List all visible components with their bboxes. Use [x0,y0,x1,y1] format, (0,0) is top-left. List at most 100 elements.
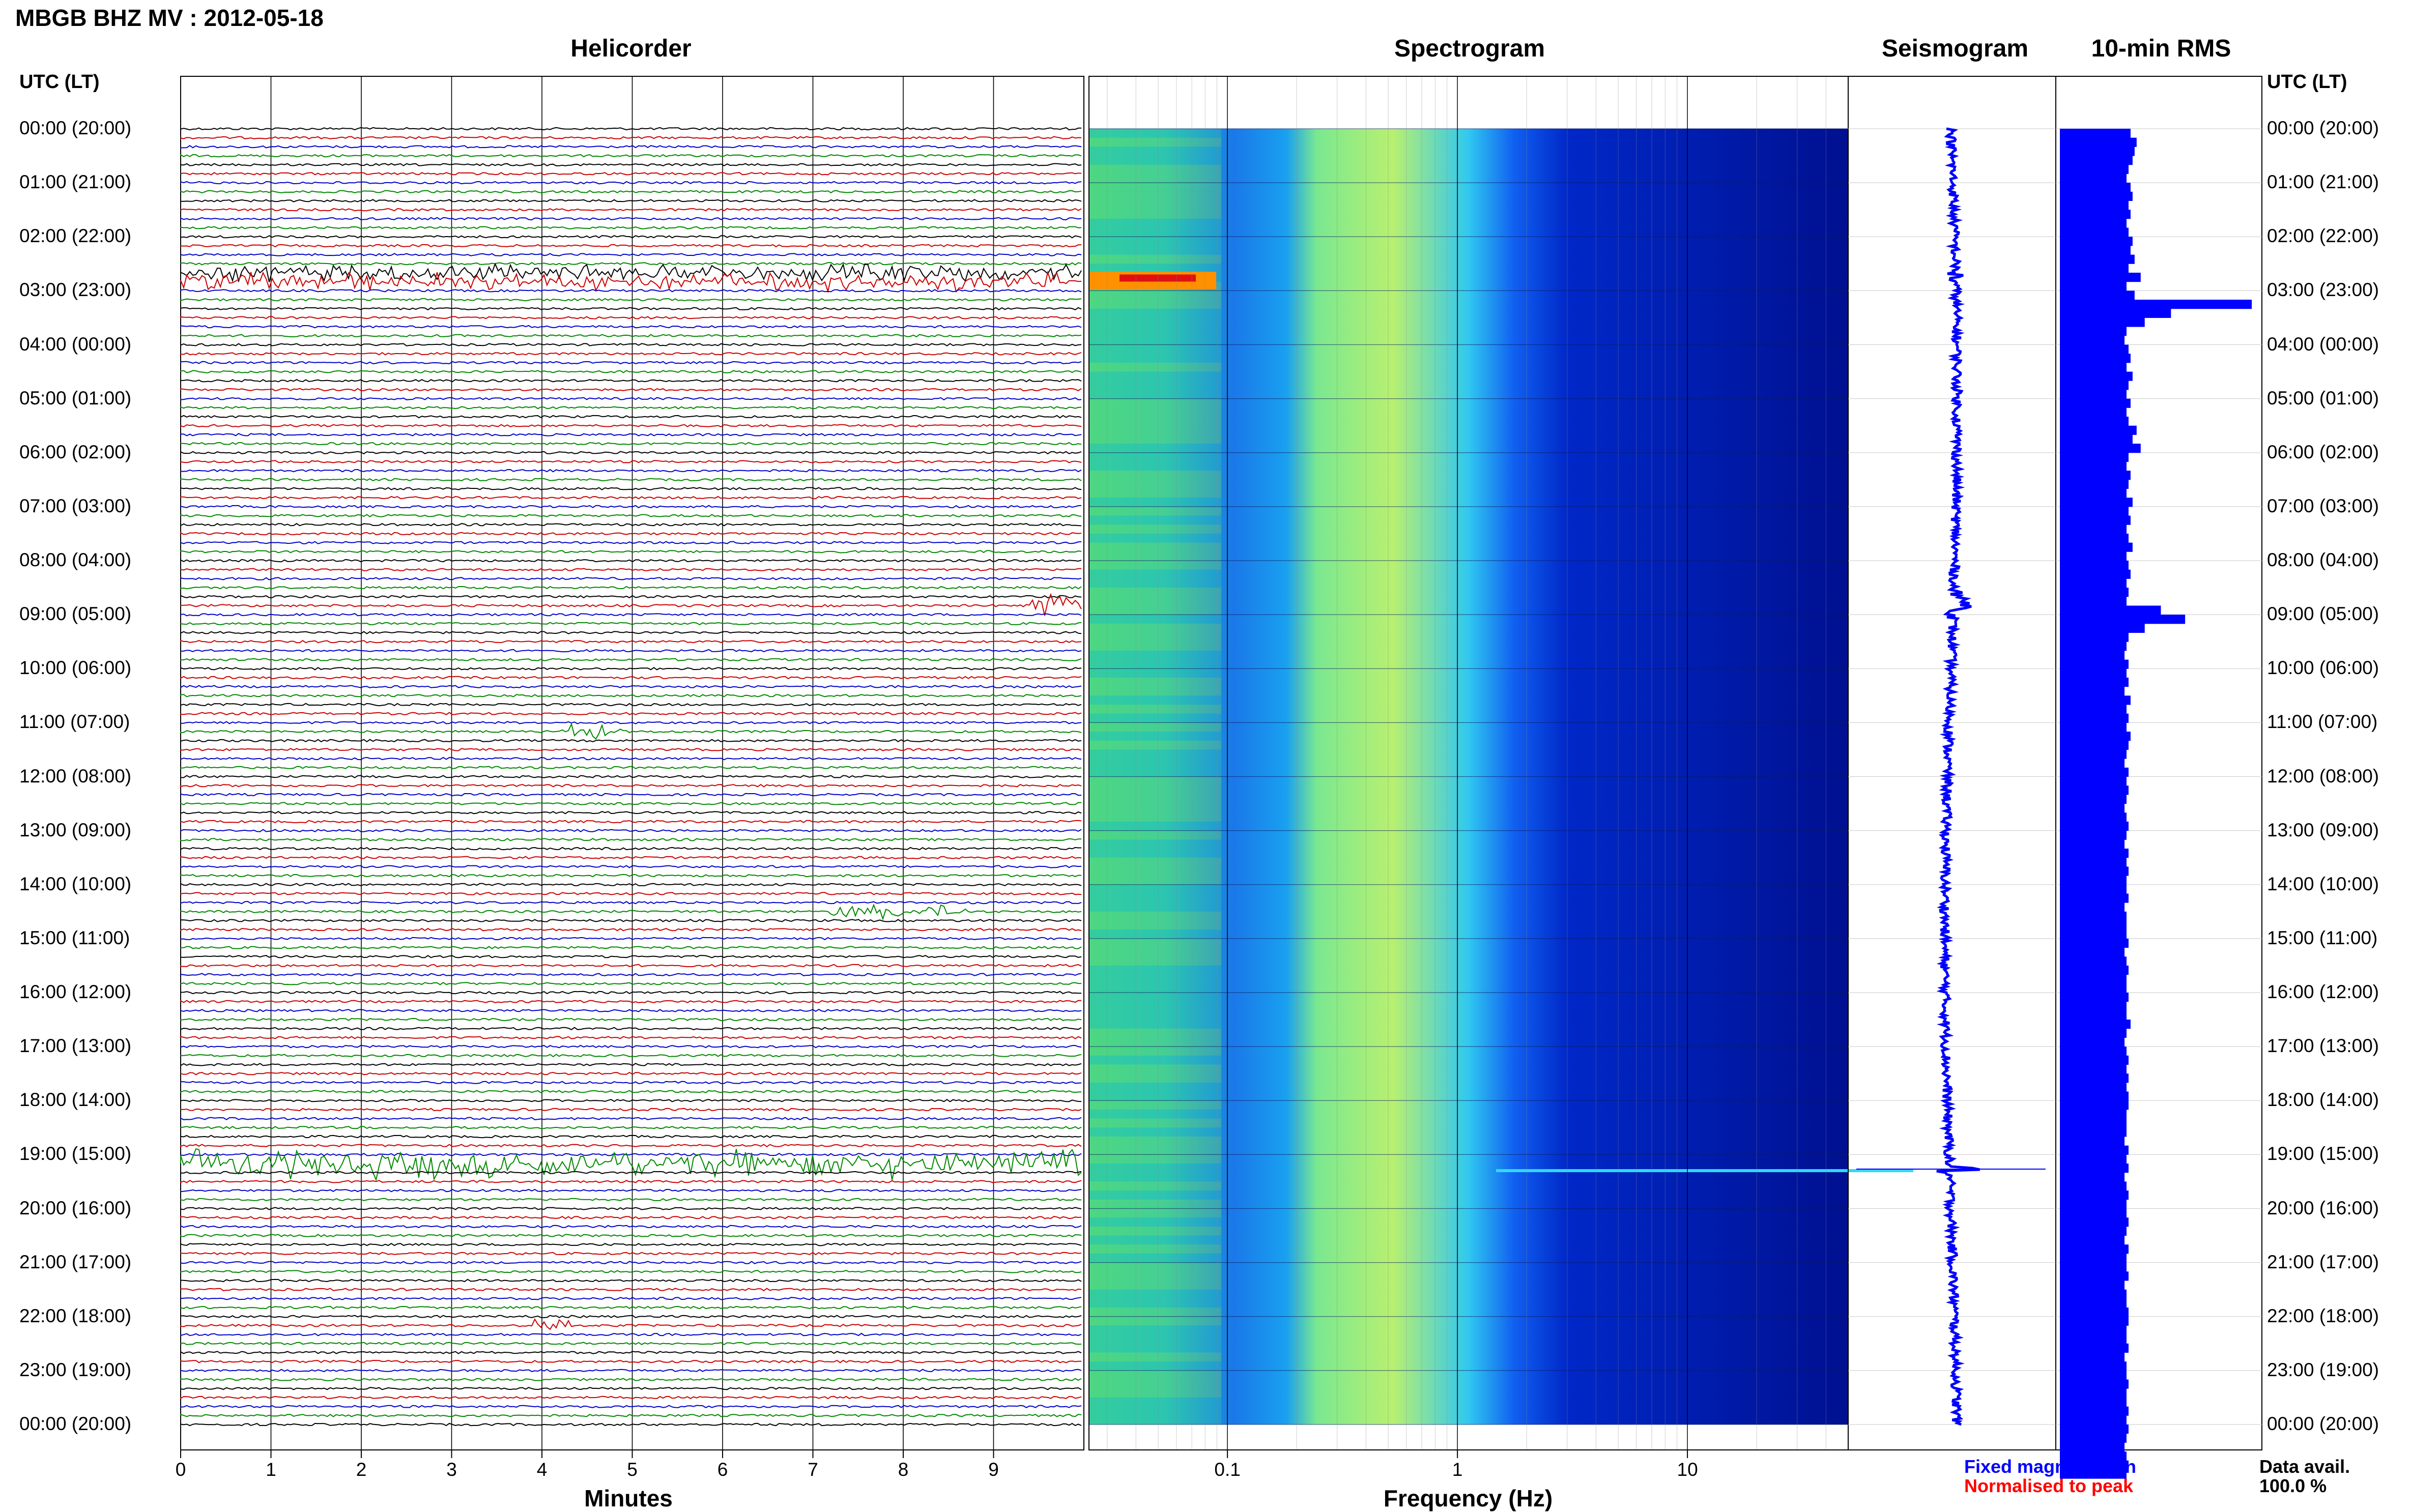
helicorder-x-tick-label: 1 [266,1459,276,1480]
helicorder-trace [180,1044,1082,1049]
spectrogram-band [1089,749,1221,759]
time-tick-left: 03:00 (23:00) [19,279,132,301]
rms-bar [2060,264,2129,273]
helicorder-x-tick-label: 6 [717,1459,728,1480]
rms-bar [2060,533,2129,543]
rms-bar [2060,542,2133,552]
helicorder-trace [180,1017,1082,1022]
spectrogram-band [1089,1352,1221,1362]
time-tick-right: 03:00 (23:00) [2267,279,2379,301]
time-tick-left: 11:00 (07:00) [19,711,130,733]
helicorder-trace [180,1009,1082,1012]
spectrogram-band [1089,1289,1221,1299]
helicorder-x-tick-label: 7 [808,1459,818,1480]
rms-bar [2060,156,2133,165]
rms-bar [2060,479,2129,489]
rms-bar [2060,1370,2127,1380]
rms-bar [2060,974,2127,984]
helicorder-trace [180,639,1082,644]
spectrogram-band [1089,290,1221,300]
page-title: MBGB BHZ MV : 2012-05-18 [15,5,324,31]
helicorder-trace [180,397,1082,400]
data-avail-label: Data avail. [2259,1456,2350,1477]
helicorder-trace [180,892,1082,895]
helicorder-trace [180,739,1082,743]
spectrogram-band [1089,1028,1221,1038]
spectrogram-band [1089,1118,1221,1128]
spectrogram-band [1089,812,1221,822]
rms-bar [2060,615,2186,624]
helicorder-trace [180,261,1082,266]
rms-bar [2060,1316,2129,1326]
spectrogram-band [1089,1172,1221,1182]
time-tick-left: 15:00 (11:00) [19,927,130,948]
spectrogram-band [1089,1281,1221,1290]
helicorder-trace [180,903,1082,921]
rms-bar [2060,1281,2125,1290]
time-tick-right: 08:00 (04:00) [2267,549,2379,570]
rms-bar [2060,191,2133,201]
rms-bar [2060,866,2129,876]
helicorder-trace [180,1215,1082,1219]
spectrogram-band [1089,1271,1221,1281]
helicorder-trace [180,559,1082,563]
helicorder-trace [180,847,1081,851]
helicorder-trace [180,613,1082,617]
spectrogram-band [1089,786,1221,795]
helicorder-trace [180,775,1082,778]
rms-bar [2060,362,2127,372]
rms-bar [2060,344,2129,354]
helicorder-trace [180,856,1082,859]
rms-bar [2060,498,2133,507]
rms-bar [2060,218,2127,228]
helicorder-trace [180,757,1082,761]
rms-bar [2060,1298,2127,1308]
rms-bar [2060,983,2127,993]
spectrogram-band [1089,974,1221,984]
spectrogram-band [1089,722,1221,732]
time-tick-left: 19:00 (15:00) [19,1143,132,1165]
spectrogram-band [1089,317,1221,327]
spectrogram-band [1089,525,1221,534]
helicorder-trace [180,433,1082,437]
rms-bar [2060,1199,2127,1209]
spectrogram-band [1089,1379,1221,1389]
rms-bar [2060,588,2129,597]
helicorder-trace [180,343,1082,346]
helicorder-trace [180,208,1082,212]
seismogram-panel [1848,76,2056,1450]
helicorder-trace [180,658,1082,661]
helicorder-trace [180,415,1082,419]
rms-bar [2060,1433,2127,1443]
helicorder-trace [180,522,1082,527]
spectrogram-band [1089,1109,1221,1119]
helicorder-trace [180,361,1082,365]
helicorder-x-tick-label: 2 [356,1459,367,1480]
helicorder-trace [180,469,1082,473]
rms-bar [2060,1262,2127,1272]
rms-bar [2060,732,2131,741]
helicorder-title: Helicorder [570,35,692,62]
rms-bar [2060,254,2135,264]
spectrogram-band [1089,498,1221,507]
helicorder-trace [180,748,1082,751]
helicorder-trace [180,442,1082,446]
helicorder-trace [180,478,1082,482]
rms-bar [2060,1307,2129,1317]
spectrogram-band [1089,227,1221,237]
helicorder-trace [180,1359,1081,1363]
rms-bar [2060,452,2129,462]
rms-bar [2060,1127,2127,1137]
rms-bar [2060,1343,2129,1353]
rms-bar [2060,425,2137,435]
helicorder-trace [180,946,1082,949]
spectrogram-band [1089,588,1221,597]
helicorder-trace [180,1422,1082,1427]
helicorder-trace [180,919,1082,922]
helicorder-trace [180,541,1082,544]
spectrogram-band [1089,650,1221,660]
rms-bar [2060,623,2145,633]
rms-bar [2060,1460,2129,1470]
helicorder-trace [180,1305,1082,1310]
spectrogram-band [1089,1298,1221,1308]
